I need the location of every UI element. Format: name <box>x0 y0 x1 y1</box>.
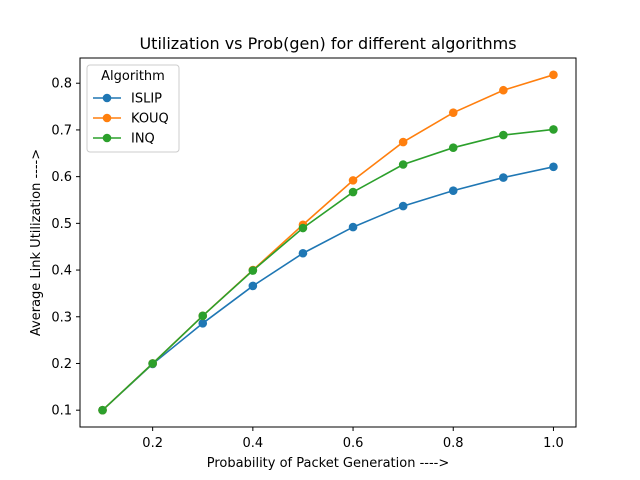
legend-label: KOUQ <box>131 112 169 127</box>
x-axis: 0.2 0.4 0.6 0.8 1.0 <box>142 427 564 451</box>
series-islip <box>98 162 558 415</box>
y-tick-label: 0.5 <box>51 217 72 232</box>
legend-frame <box>86 64 180 153</box>
data-point <box>248 281 258 291</box>
series-line-inq <box>102 128 554 411</box>
series-layer <box>98 70 558 415</box>
data-point <box>98 405 107 415</box>
y-tick-label: 0.1 <box>51 404 72 419</box>
legend: Algorithm ISLIP KOUQ INQ <box>86 64 180 153</box>
data-point <box>398 137 408 147</box>
data-point <box>398 160 408 169</box>
legend-item-kouq: KOUQ <box>93 112 169 127</box>
data-point <box>198 311 208 321</box>
legend-marker <box>102 93 112 103</box>
data-point <box>448 186 458 195</box>
chart-title: Utilization vs Prob(gen) for different a… <box>139 34 516 53</box>
data-point <box>298 223 308 233</box>
y-tick-label: 0.4 <box>51 264 72 279</box>
series-inq <box>98 125 558 415</box>
x-tick-label: 0.6 <box>343 436 364 451</box>
data-point <box>549 162 558 172</box>
x-axis-label: Probability of Packet Generation ----> <box>207 456 450 471</box>
x-tick-label: 0.4 <box>243 436 264 451</box>
data-point <box>398 201 408 211</box>
legend-label: INQ <box>131 132 155 147</box>
series-line-islip <box>102 166 554 411</box>
data-point <box>248 266 258 275</box>
data-point <box>198 319 208 328</box>
data-point <box>499 173 508 182</box>
y-axis-label: Average Link Utilization ----> <box>29 149 44 336</box>
y-tick-label: 0.6 <box>51 170 72 185</box>
data-point <box>148 359 157 368</box>
data-point <box>448 143 458 152</box>
data-point <box>348 176 358 185</box>
legend-items: ISLIP KOUQ INQ <box>93 92 169 147</box>
data-point <box>499 130 508 140</box>
data-point <box>348 222 358 232</box>
y-tick-label: 0.8 <box>51 77 72 92</box>
y-tick-label: 0.2 <box>51 357 72 372</box>
data-point <box>298 248 308 258</box>
y-tick-label: 0.7 <box>51 123 72 138</box>
legend-item-islip: ISLIP <box>93 92 162 107</box>
legend-item-inq: INQ <box>93 132 155 147</box>
y-tick-label: 0.3 <box>51 310 72 325</box>
data-point <box>448 108 458 117</box>
data-point <box>499 85 508 95</box>
legend-marker <box>102 133 112 143</box>
data-point <box>348 187 358 197</box>
data-point <box>549 125 558 134</box>
x-tick-label: 0.8 <box>443 436 464 451</box>
legend-label: ISLIP <box>131 92 162 107</box>
plot-frame <box>79 57 577 428</box>
legend-title: Algorithm <box>101 69 165 84</box>
x-tick-label: 0.2 <box>142 436 163 451</box>
y-axis: 0.1 0.2 0.3 0.4 0.5 0.6 0.7 0.8 <box>51 77 80 419</box>
legend-marker <box>102 113 112 123</box>
data-point <box>549 70 558 80</box>
x-tick-label: 1.0 <box>543 436 564 451</box>
